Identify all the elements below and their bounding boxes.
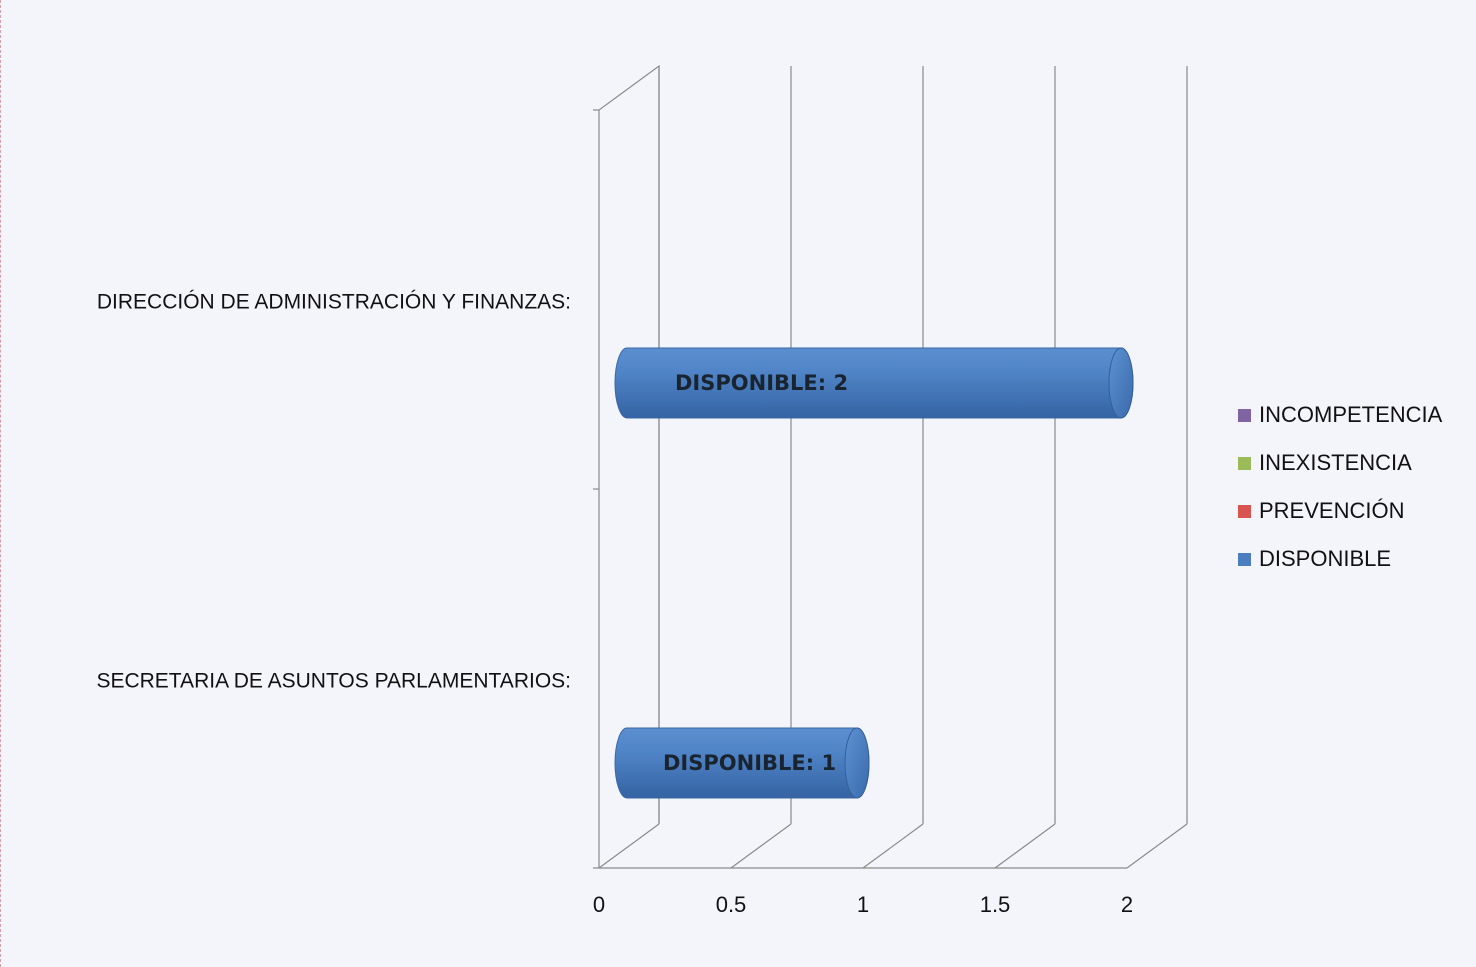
category-label: SECRETARIA DE ASUNTOS PARLAMENTARIOS:	[96, 670, 571, 693]
legend-item: INCOMPETENCIA	[1238, 402, 1443, 427]
data-label: DISPONIBLE: 1	[663, 751, 836, 775]
floor-gridline	[598, 823, 660, 869]
legend-swatch	[1238, 409, 1251, 422]
floor-gridline	[994, 823, 1056, 869]
category-labels: DIRECCIÓN DE ADMINISTRACIÓN Y FINANZAS: S…	[96, 291, 571, 693]
legend-swatch	[1238, 505, 1251, 518]
legend-label: INEXISTENCIA	[1259, 450, 1412, 475]
floor-gridline	[730, 823, 792, 869]
legend-item: INEXISTENCIA	[1238, 450, 1412, 475]
x-tick-label: 0.5	[716, 892, 747, 917]
floor-gridline	[1126, 823, 1188, 869]
legend-label: INCOMPETENCIA	[1259, 402, 1443, 427]
x-tick-label: 2	[1121, 892, 1133, 917]
category-label: DIRECCIÓN DE ADMINISTRACIÓN Y FINANZAS:	[97, 291, 571, 314]
bar: DISPONIBLE: 1	[614, 727, 870, 799]
data-label: DISPONIBLE: 2	[675, 371, 848, 395]
legend-label: DISPONIBLE	[1259, 546, 1391, 571]
legend-label: PREVENCIÓN	[1259, 498, 1404, 523]
legend-swatch	[1238, 457, 1251, 470]
legend: INCOMPETENCIA INEXISTENCIA PREVENCIÓN DISPO…	[1238, 402, 1443, 571]
legend-swatch	[1238, 553, 1251, 566]
floor-gridline	[862, 823, 924, 869]
x-tick-label: 0	[593, 892, 605, 917]
legend-item: PREVENCIÓN	[1238, 498, 1404, 523]
legend-item: DISPONIBLE	[1238, 546, 1391, 571]
bar: DISPONIBLE: 2	[614, 347, 1134, 419]
bar-layer: DISPONIBLE: 2 DISPONIBLE: 1	[614, 347, 1134, 799]
bar-end-cap	[1108, 347, 1134, 419]
grid-layer	[593, 64, 1188, 869]
x-tick-label: 1	[857, 892, 869, 917]
bar-end-cap	[844, 727, 870, 799]
x-tick-label: 1.5	[980, 892, 1011, 917]
x-axis-ticks: 0 0.5 1 1.5 2	[593, 892, 1133, 917]
